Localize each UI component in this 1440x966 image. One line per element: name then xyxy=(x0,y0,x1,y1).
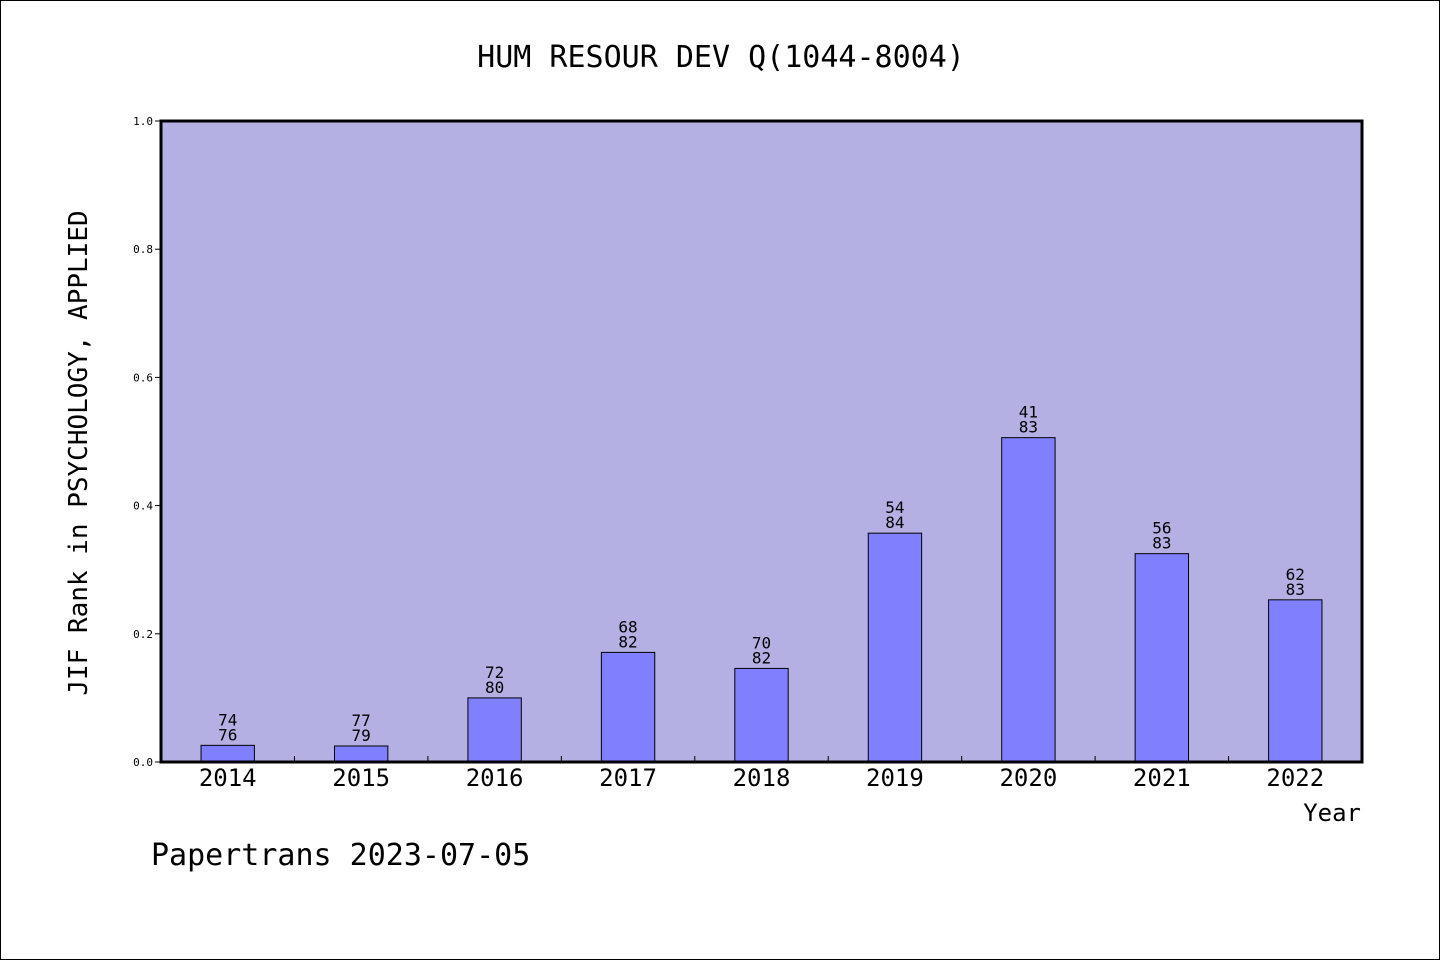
bar-2015 xyxy=(333,745,389,763)
bar-label-total: 82 xyxy=(752,648,771,667)
bar-label-total: 83 xyxy=(1152,534,1171,553)
bar-label-rank: 56 xyxy=(1152,519,1171,538)
x-tick-label: 2014 xyxy=(199,764,257,792)
chart-title: HUM RESOUR DEV Q(1044-8004) xyxy=(477,40,965,75)
plot-border xyxy=(159,119,1364,764)
x-tick-label: 2015 xyxy=(332,764,390,792)
y-tick-label: 0.0 xyxy=(133,756,153,769)
bar-label-rank: 70 xyxy=(752,633,771,652)
x-axis: 2014 2015 2016 2017 2018 2019 2020 2021 2022 xyxy=(199,756,1324,792)
bar-label-rank: 74 xyxy=(218,710,237,729)
bar-label-total: 80 xyxy=(485,678,504,697)
y-tick-label: 0.2 xyxy=(133,628,153,641)
bar-2017 xyxy=(600,651,656,763)
bars xyxy=(200,437,1323,763)
bar-label-rank: 77 xyxy=(352,711,371,730)
bar-label-rank: 68 xyxy=(618,617,637,636)
bar-label-total: 83 xyxy=(1286,580,1305,599)
y-tick-label: 0.6 xyxy=(133,371,153,384)
bar-2020 xyxy=(1001,437,1056,763)
y-axis: 0.0 0.2 0.4 0.6 0.8 1.0 xyxy=(133,115,161,769)
bar-label-total: 83 xyxy=(1019,418,1038,437)
bar-2022 xyxy=(1268,599,1323,763)
x-axis-label: Year xyxy=(1303,799,1361,827)
y-tick-label: 0.8 xyxy=(133,243,153,256)
bar-label-total: 82 xyxy=(618,632,637,651)
x-tick-label: 2022 xyxy=(1266,764,1324,792)
bar-label-rank: 41 xyxy=(1019,403,1038,422)
bar-2014 xyxy=(200,744,255,763)
y-tick-label: 1.0 xyxy=(133,115,153,128)
bar-label-total: 79 xyxy=(352,726,371,745)
x-tick-label: 2019 xyxy=(866,764,924,792)
footer-text: Papertrans 2023-07-05 xyxy=(151,838,530,873)
bar-2016 xyxy=(467,697,522,763)
bar-label-total: 76 xyxy=(218,725,237,744)
x-tick-label: 2020 xyxy=(999,764,1057,792)
x-tick-label: 2017 xyxy=(599,764,657,792)
x-tick-label: 2021 xyxy=(1133,764,1191,792)
bar-label-total: 84 xyxy=(885,513,904,532)
x-tick-label: 2016 xyxy=(466,764,524,792)
bar-2019 xyxy=(867,532,923,763)
y-tick-label: 0.4 xyxy=(133,500,153,513)
bar-2018 xyxy=(734,667,789,763)
y-axis-label: JIF Rank in PSYCHOLOGY, APPLIED xyxy=(64,210,94,695)
bar-label-rank: 62 xyxy=(1286,565,1305,584)
x-tick-label: 2018 xyxy=(733,764,791,792)
bar-label-rank: 54 xyxy=(885,498,904,517)
bar-label-rank: 72 xyxy=(485,663,504,682)
bar-2021 xyxy=(1134,553,1190,763)
